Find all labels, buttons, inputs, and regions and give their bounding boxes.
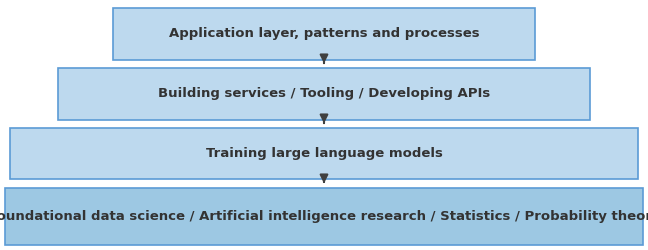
FancyBboxPatch shape	[5, 188, 643, 245]
Text: Building services / Tooling / Developing APIs: Building services / Tooling / Developing…	[158, 87, 490, 100]
FancyBboxPatch shape	[113, 8, 535, 60]
Text: Foundational data science / Artificial intelligence research / Statistics / Prob: Foundational data science / Artificial i…	[0, 210, 648, 223]
Text: Application layer, patterns and processes: Application layer, patterns and processe…	[168, 27, 480, 40]
FancyBboxPatch shape	[58, 68, 590, 120]
FancyBboxPatch shape	[10, 128, 638, 179]
Text: Training large language models: Training large language models	[205, 146, 443, 160]
